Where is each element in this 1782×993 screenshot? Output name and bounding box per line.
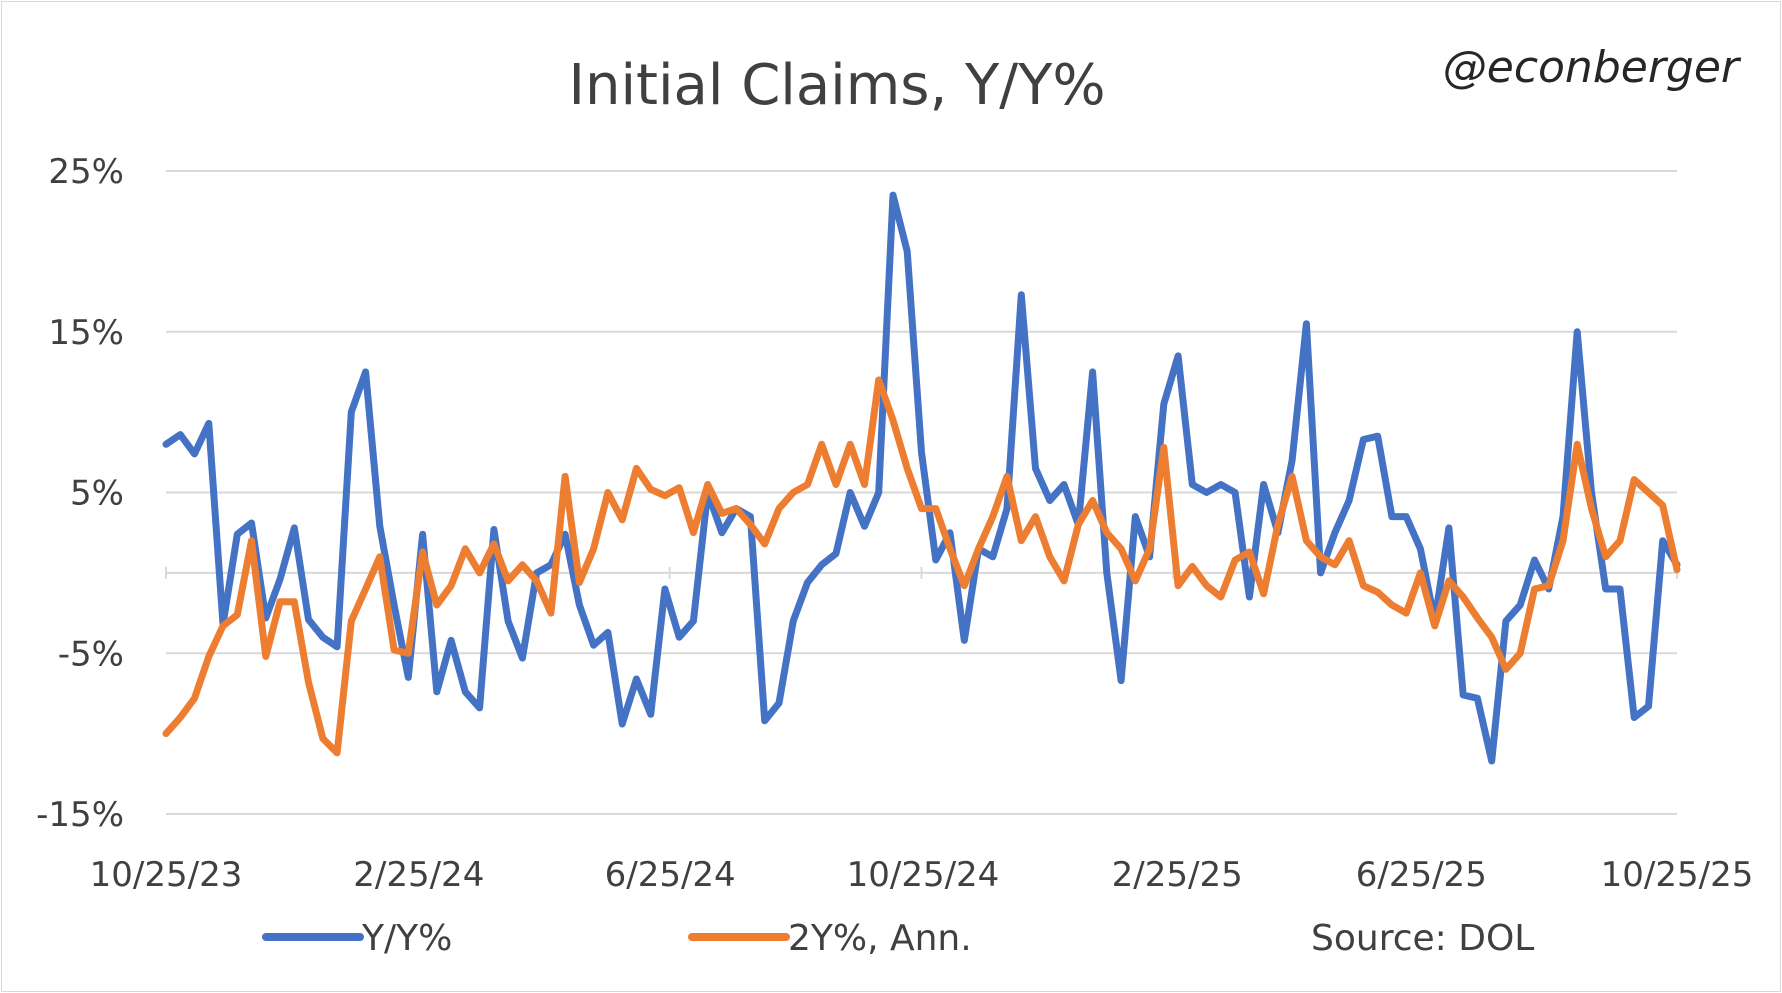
source-note: Source: DOL bbox=[1311, 918, 1534, 959]
legend-label-2y-ann: 2Y%, Ann. bbox=[788, 918, 972, 959]
x-tick-label: 6/25/24 bbox=[605, 855, 736, 895]
x-tick-label: 2/25/24 bbox=[353, 855, 484, 895]
series-line-yy bbox=[162, 191, 1681, 765]
y-tick-label: 25% bbox=[48, 152, 124, 192]
legend: Y/Y% 2Y%, Ann. Source: DOL bbox=[262, 918, 1534, 959]
series-line-2y-ann bbox=[162, 376, 1681, 757]
y-tick-label: -15% bbox=[36, 795, 124, 835]
y-tick-label: 15% bbox=[48, 313, 124, 353]
y-tick-label: -5% bbox=[58, 634, 124, 674]
x-tick-label: 10/25/23 bbox=[90, 855, 243, 895]
series-lines bbox=[162, 191, 1681, 765]
gridlines bbox=[165, 170, 1678, 815]
y-axis-ticks: 25% 15% 5% -5% -15% bbox=[36, 152, 124, 835]
legend-label-yy: Y/Y% bbox=[361, 918, 452, 959]
chart-title: Initial Claims, Y/Y% bbox=[568, 53, 1105, 118]
x-tick-label: 6/25/25 bbox=[1356, 855, 1487, 895]
x-tick-label: 10/25/25 bbox=[1601, 855, 1754, 895]
x-tick-label: 10/25/24 bbox=[847, 855, 1000, 895]
author-handle: @econberger bbox=[1443, 42, 1742, 93]
x-tick-label: 2/25/25 bbox=[1112, 855, 1243, 895]
x-axis-ticks: 10/25/23 2/25/24 6/25/24 10/25/24 2/25/25 6/2… bbox=[90, 855, 1754, 895]
y-tick-label: 5% bbox=[70, 474, 124, 514]
